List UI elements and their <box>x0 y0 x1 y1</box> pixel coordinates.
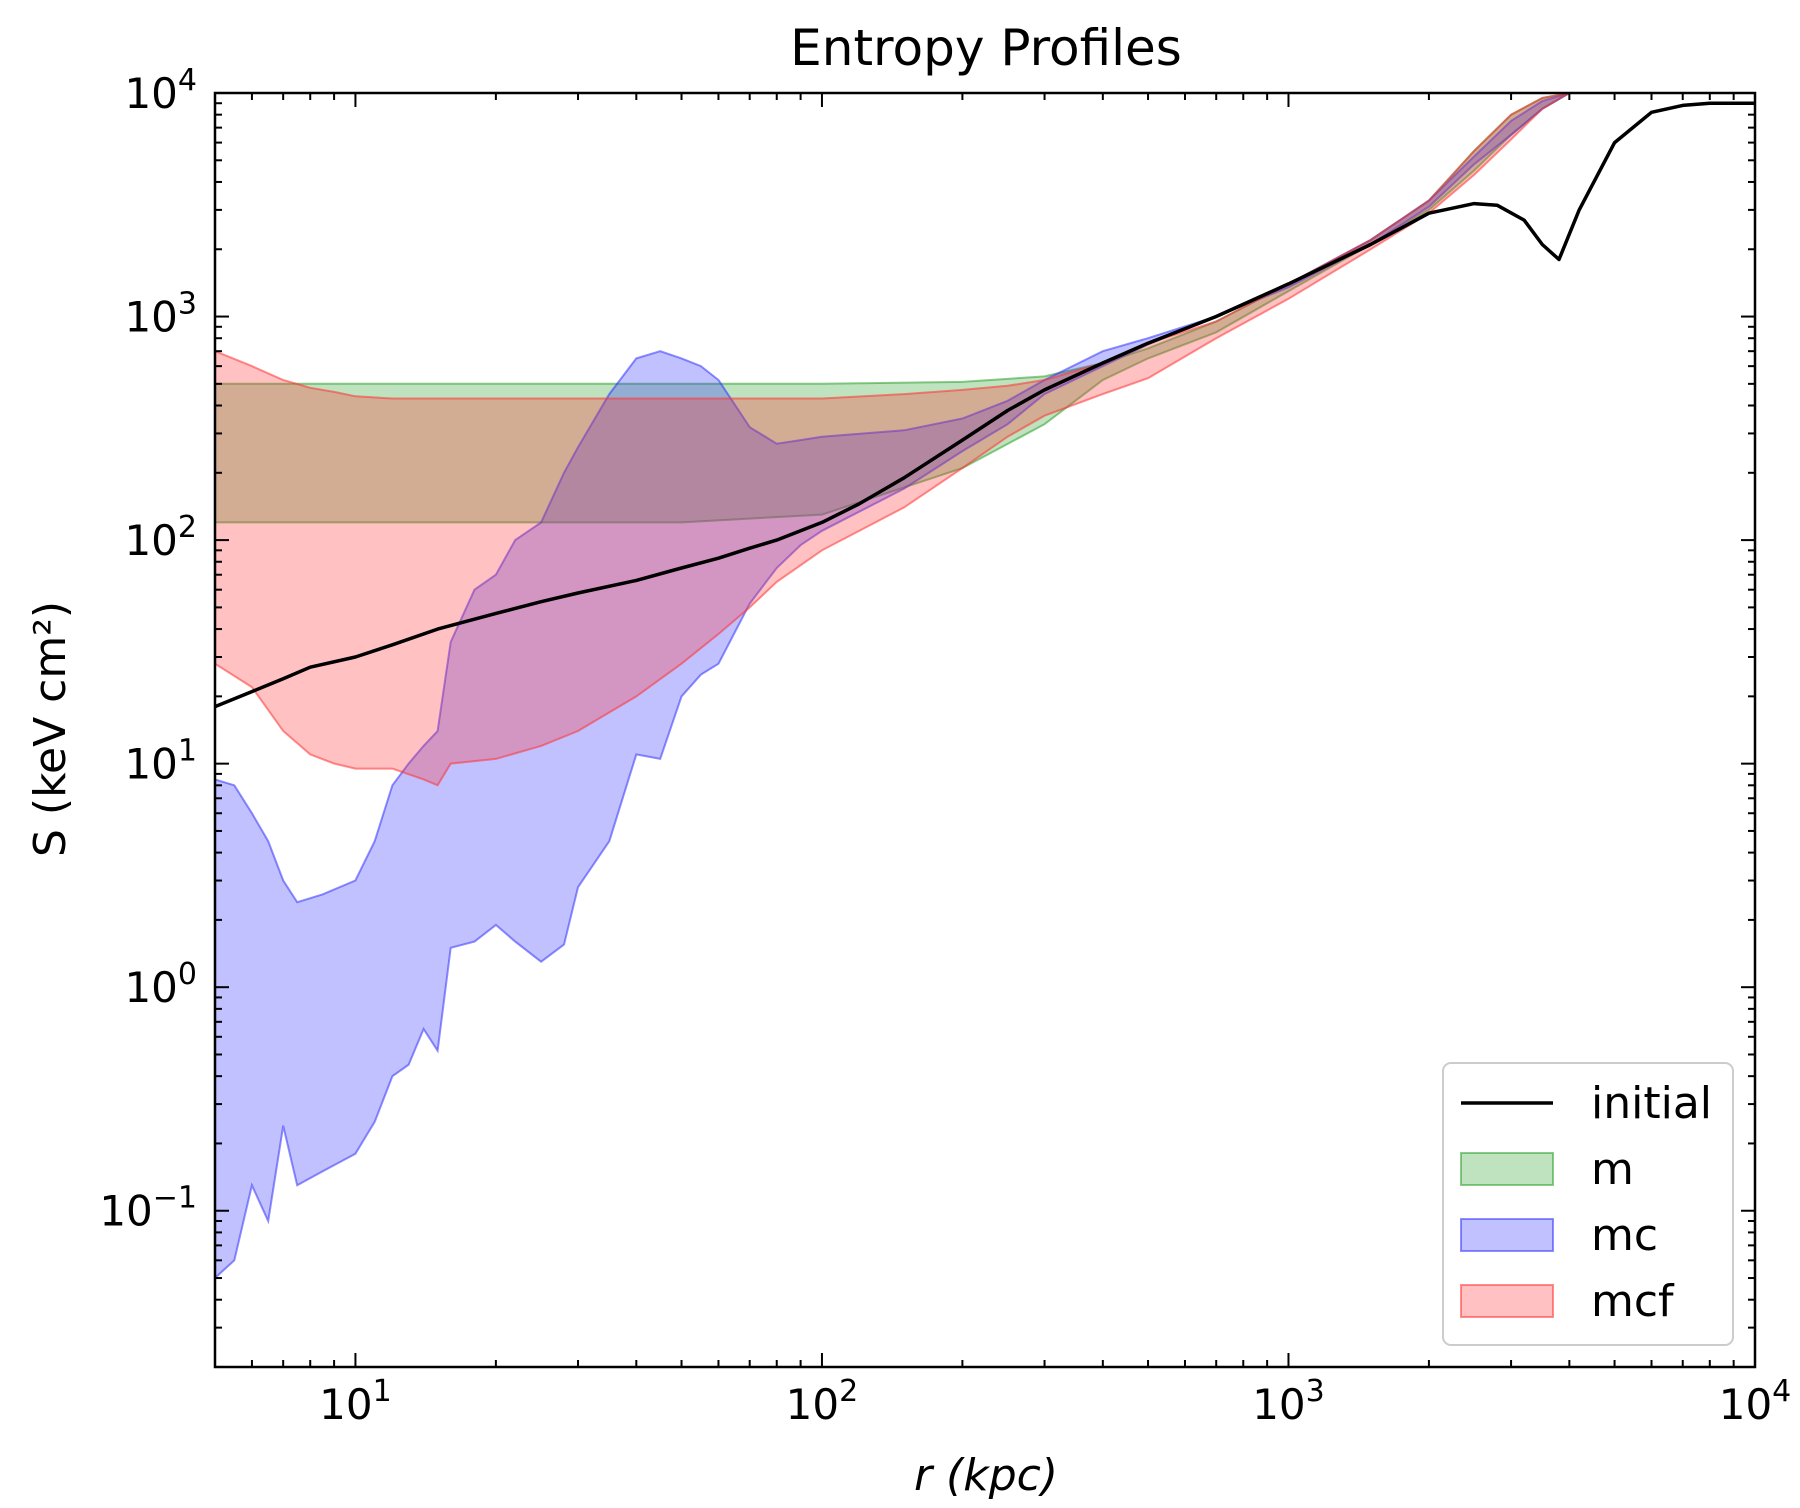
tick-labels-layer: 101 102 103 104 10−1 100 101 102 103 104 <box>99 63 1791 1429</box>
legend-handle-mc <box>1460 1218 1554 1252</box>
legend-label-mcf: mcf <box>1591 1276 1675 1327</box>
legend-label-initial: initial <box>1591 1078 1712 1129</box>
x-tick-label: 103 <box>1252 1374 1325 1429</box>
x-tick-label: 104 <box>1719 1374 1792 1429</box>
legend-box <box>1442 1062 1734 1346</box>
y-tick-label: 102 <box>124 510 197 565</box>
x-axis-label: r (kpc) <box>914 1450 1058 1501</box>
legend-label-m: m <box>1591 1144 1634 1195</box>
ticks-layer <box>214 92 1756 1368</box>
x-tick-label: 101 <box>319 1374 392 1429</box>
bands-layer <box>215 93 1570 1280</box>
plot-frame <box>213 91 1757 1369</box>
y-tick-label: 100 <box>124 957 197 1012</box>
y-tick-label: 104 <box>124 63 197 118</box>
legend-handle-m <box>1460 1152 1554 1186</box>
legend-handle-mcf <box>1460 1284 1554 1318</box>
line-initial <box>215 101 1755 709</box>
y-tick-label: 10−1 <box>99 1181 197 1236</box>
y-tick-label: 101 <box>124 734 197 789</box>
band-mcf <box>215 93 1570 787</box>
x-tick-label: 102 <box>786 1374 859 1429</box>
chart-title: Entropy Profiles <box>790 19 1182 77</box>
y-axis-label: S (keV cm²) <box>25 601 76 857</box>
legend-label-mc: mc <box>1591 1210 1658 1261</box>
y-tick-label: 103 <box>124 287 197 342</box>
lines-layer <box>215 101 1755 709</box>
legend: initial m mc mcf <box>1442 1062 1734 1346</box>
